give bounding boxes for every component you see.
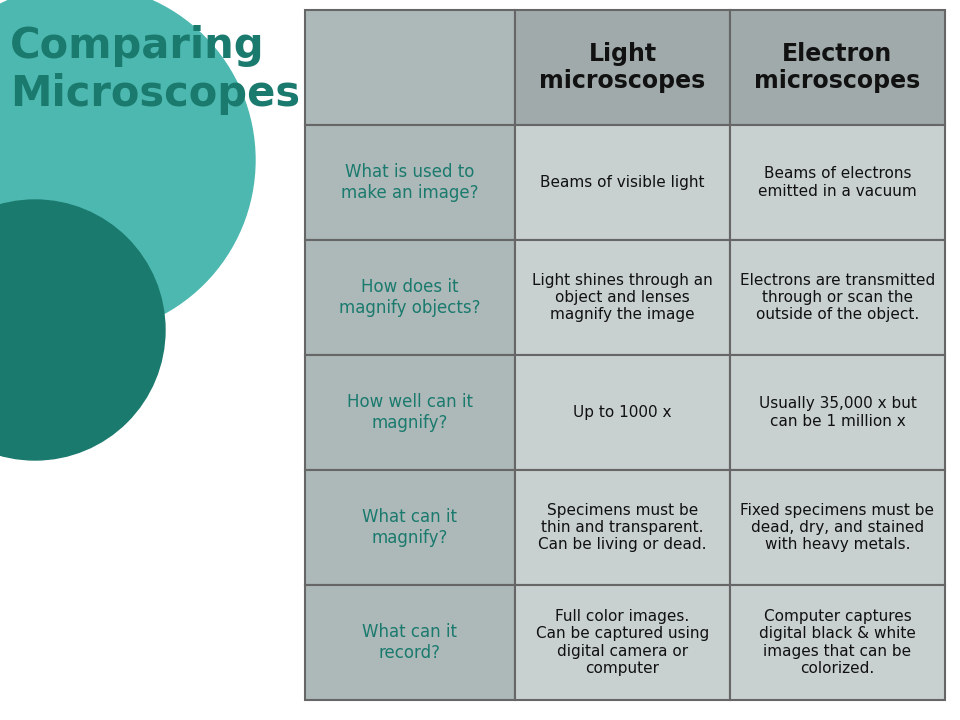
Text: Light shines through an
object and lenses
magnify the image: Light shines through an object and lense… [532,273,713,323]
Bar [305,10,515,125]
Bar [515,355,730,470]
Text: Usually 35,000 x but
can be 1 million x: Usually 35,000 x but can be 1 million x [758,396,917,428]
Text: Electron
microscopes: Electron microscopes [755,42,921,94]
Text: Beams of visible light: Beams of visible light [540,175,705,190]
Bar [305,125,515,240]
Text: Full color images.
Can be captured using
digital camera or
computer: Full color images. Can be captured using… [536,609,709,676]
Bar [305,585,515,700]
Bar [305,470,515,585]
Text: How does it
magnify objects?: How does it magnify objects? [339,278,481,317]
Bar [515,125,730,240]
Bar [730,10,945,125]
Bar [730,470,945,585]
Circle shape [0,200,165,460]
Bar [515,10,730,125]
Text: Fixed specimens must be
dead, dry, and stained
with heavy metals.: Fixed specimens must be dead, dry, and s… [740,503,934,552]
Bar [305,240,515,355]
Bar [515,240,730,355]
Circle shape [0,0,255,335]
Bar [730,355,945,470]
Text: Beams of electrons
emitted in a vacuum: Beams of electrons emitted in a vacuum [758,166,917,199]
Text: Light
microscopes: Light microscopes [540,42,706,94]
Bar [515,585,730,700]
Bar [730,125,945,240]
Text: Specimens must be
thin and transparent.
Can be living or dead.: Specimens must be thin and transparent. … [539,503,707,552]
Bar [305,355,515,470]
Bar [515,470,730,585]
Text: How well can it
magnify?: How well can it magnify? [347,393,473,432]
Text: What can it
record?: What can it record? [363,623,458,662]
Bar [730,585,945,700]
Text: Comparing
Microscopes: Comparing Microscopes [10,24,300,115]
Text: What can it
magnify?: What can it magnify? [363,508,458,547]
Text: Computer captures
digital black & white
images that can be
colorized.: Computer captures digital black & white … [759,609,916,676]
Text: Up to 1000 x: Up to 1000 x [573,405,672,420]
Bar [730,240,945,355]
Text: Electrons are transmitted
through or scan the
outside of the object.: Electrons are transmitted through or sca… [740,273,935,323]
Text: What is used to
make an image?: What is used to make an image? [341,163,479,202]
